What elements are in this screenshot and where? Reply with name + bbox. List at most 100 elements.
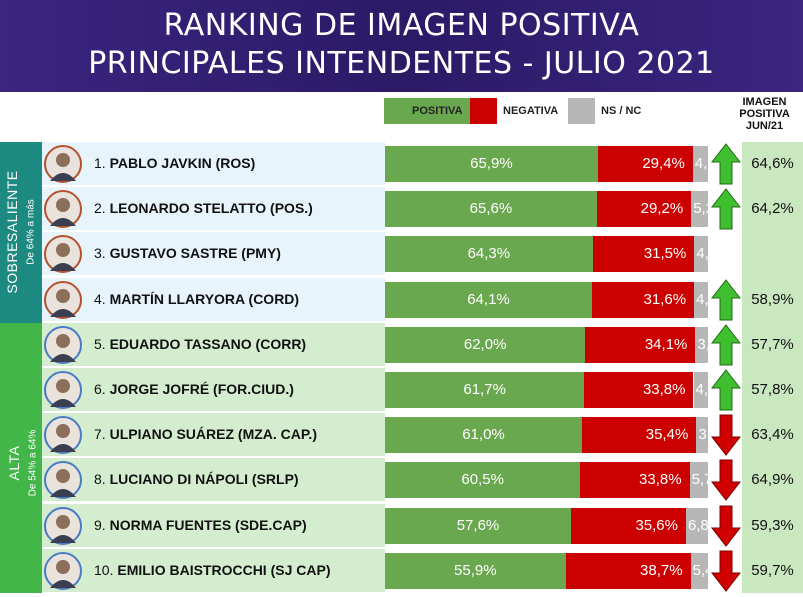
- row-1-mayor-name: PABLO JAVKIN (ROS): [109, 155, 256, 171]
- row-7-background: [42, 413, 385, 456]
- row-2-previous-value: 64,2%: [751, 200, 794, 217]
- row-4-previous-value: 58,9%: [751, 291, 794, 308]
- row-5-bar-positiva: 62,0%: [385, 327, 586, 363]
- row-2-rank: 2.: [94, 200, 110, 216]
- row-9-avatar: [44, 507, 82, 545]
- row-4-background: [42, 278, 385, 321]
- row-2-bar-negativa: 29,2%: [596, 191, 692, 227]
- row-9-mayor-name: NORMA FUENTES (SDE.CAP): [109, 517, 307, 533]
- row-9-previous-value: 59,3%: [751, 517, 794, 534]
- row-6-trend-up-arrow-icon: [710, 369, 742, 416]
- row-5-label-negativa: 34,1%: [644, 336, 688, 353]
- row-4-label-negativa: 31,6%: [643, 291, 687, 308]
- row-7-rank: 7.: [94, 426, 110, 442]
- row-10-bar-nsnc: 5,4%: [690, 553, 708, 589]
- row-1-bar-nsnc: 4,7%: [692, 146, 708, 182]
- row-5-mayor-name: EDUARDO TASSANO (CORR): [109, 336, 307, 352]
- row-9-label-negativa: 35,6%: [635, 517, 678, 534]
- row-7-avatar: [44, 416, 82, 454]
- row-5-previous-value: 57,7%: [751, 336, 794, 353]
- previous-value-column-bg: [742, 142, 803, 593]
- row-1-avatar: [44, 145, 82, 183]
- row-4-bar-negativa: 31,6%: [592, 282, 695, 318]
- row-9-bar-nsnc: 6,8%: [686, 508, 708, 544]
- row-5-name: 5. EDUARDO TASSANO (CORR): [94, 336, 306, 352]
- row-5-bar-nsnc: 3,9%: [695, 327, 708, 363]
- legend-swatch-negativa: [470, 98, 497, 124]
- row-3-bar-positiva: 64,3%: [385, 236, 593, 272]
- row-1-label-negativa: 29,4%: [642, 155, 685, 172]
- legend-label-nsnc: NS / NC: [601, 105, 642, 117]
- row-10-name: 10. EMILIO BAISTROCCHI (SJ CAP): [94, 562, 330, 578]
- row-3-label-positiva: 64,3%: [467, 245, 511, 262]
- row-7-mayor-name: ULPIANO SUÁREZ (MZA. CAP.): [109, 426, 317, 442]
- row-3-bar-negativa: 31,5%: [592, 236, 695, 272]
- row-1-bar-positiva: 65,9%: [385, 146, 598, 182]
- row-5-bar-negativa: 34,1%: [585, 327, 696, 363]
- row-8-bar-nsnc: 5,7%: [689, 462, 708, 498]
- row-9-background: [42, 504, 385, 547]
- row-10-mayor-name: EMILIO BAISTROCCHI (SJ CAP): [117, 562, 331, 578]
- row-7-name: 7. ULPIANO SUÁREZ (MZA. CAP.): [94, 426, 317, 442]
- row-1-label-positiva: 65,9%: [470, 155, 513, 172]
- row-1-previous-value: 64,6%: [751, 155, 794, 172]
- group-band-alta: ALTA De 54% a 64%: [0, 323, 42, 593]
- row-7-label-nsnc: 3,6%: [698, 426, 708, 443]
- group-sublabel-alta: De 54% a 64%: [27, 429, 39, 497]
- row-7-trend-down-arrow-icon: [710, 414, 742, 461]
- row-3-rank: 3.: [94, 245, 110, 261]
- row-3-name: 3. GUSTAVO SASTRE (PMY): [94, 245, 281, 261]
- row-5-avatar: [44, 326, 82, 364]
- row-3-background: [42, 232, 385, 275]
- row-4-name: 4. MARTÍN LLARYORA (CORD): [94, 291, 299, 307]
- row-8-bar-negativa: 33,8%: [580, 462, 690, 498]
- legend-swatch-nsnc: [568, 98, 595, 124]
- row-1-name: 1. PABLO JAVKIN (ROS): [94, 155, 255, 171]
- row-2-background: [42, 187, 385, 230]
- row-10-bar-negativa: 38,7%: [565, 553, 691, 589]
- row-7-bar-negativa: 35,4%: [582, 417, 697, 453]
- row-8-label-negativa: 33,8%: [639, 471, 682, 488]
- row-2-mayor-name: LEONARDO STELATTO (POS.): [109, 200, 313, 216]
- row-9-label-positiva: 57,6%: [456, 517, 500, 534]
- row-8-name: 8. LUCIANO DI NÁPOLI (SRLP): [94, 471, 299, 487]
- title-banner: RANKING DE IMAGEN POSITIVA PRINCIPALES I…: [0, 0, 803, 92]
- group-label-alta: ALTA: [6, 445, 22, 481]
- row-8-label-nsnc: 5,7%: [691, 471, 708, 488]
- row-7-label-positiva: 61,0%: [462, 426, 505, 443]
- row-4-label-nsnc: 4,3%: [696, 291, 708, 308]
- row-2-name: 2. LEONARDO STELATTO (POS.): [94, 200, 313, 216]
- row-10-previous-value: 59,7%: [751, 562, 794, 579]
- row-1-trend-up-arrow-icon: [710, 143, 742, 190]
- row-7-bar-nsnc: 3,6%: [696, 417, 708, 453]
- row-6-label-positiva: 61,7%: [463, 381, 506, 398]
- legend-label-positiva: POSITIVA: [412, 105, 463, 117]
- row-4-bar-positiva: 64,1%: [385, 282, 592, 318]
- row-1-bar-negativa: 29,4%: [597, 146, 693, 182]
- row-8-trend-down-arrow-icon: [710, 459, 742, 506]
- row-6-bar-negativa: 33,8%: [584, 372, 694, 408]
- row-6-rank: 6.: [94, 381, 110, 397]
- row-6-mayor-name: JORGE JOFRÉ (FOR.CIUD.): [109, 381, 294, 397]
- row-10-label-positiva: 55,9%: [454, 562, 497, 579]
- row-2-label-negativa: 29,2%: [640, 200, 684, 217]
- legend-swatch-positiva: [384, 98, 470, 124]
- row-8-mayor-name: LUCIANO DI NÁPOLI (SRLP): [109, 471, 299, 487]
- row-8-previous-value: 64,9%: [751, 471, 794, 488]
- group-label-sobresaliente: SOBRESALIENTE: [4, 170, 20, 294]
- row-9-label-nsnc: 6,8%: [688, 517, 708, 534]
- previous-value-header: IMAGEN POSITIVA JUN/21: [739, 96, 790, 132]
- row-8-rank: 8.: [94, 471, 110, 487]
- row-9-name: 9. NORMA FUENTES (SDE.CAP): [94, 517, 307, 533]
- row-3-avatar: [44, 235, 82, 273]
- row-5-background: [42, 323, 385, 366]
- row-7-previous-value: 63,4%: [751, 426, 794, 443]
- row-1-rank: 1.: [94, 155, 110, 171]
- row-4-avatar: [44, 281, 82, 319]
- row-4-mayor-name: MARTÍN LLARYORA (CORD): [109, 291, 300, 307]
- row-6-label-nsnc: 4,5%: [695, 381, 709, 398]
- row-2-avatar: [44, 190, 82, 228]
- row-3-label-negativa: 31,5%: [643, 245, 687, 262]
- row-10-bar-positiva: 55,9%: [385, 553, 566, 589]
- group-sublabel-sobresaliente: De 64% a más: [25, 199, 37, 265]
